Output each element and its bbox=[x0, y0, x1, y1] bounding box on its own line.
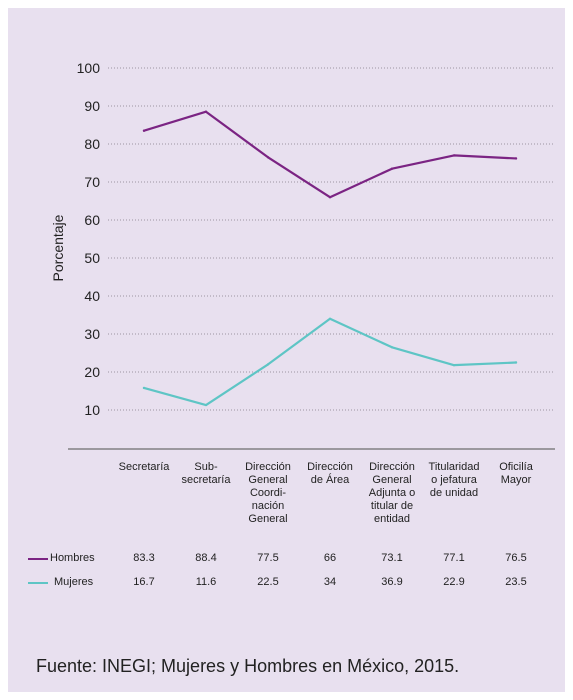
table-cell-mujeres: 22.5 bbox=[257, 576, 279, 588]
table-cell-hombres: 76.5 bbox=[505, 552, 527, 564]
category-label: Dirección General Adjunta o titular de entid… bbox=[368, 461, 416, 525]
legend-swatch-hombres bbox=[28, 558, 48, 560]
data-point-mujeres-4 bbox=[390, 346, 394, 349]
data-point-hombres-0 bbox=[142, 129, 146, 132]
line-chart: 10 20 30 40 50 60 70 80 90 100 Porcentaje bbox=[50, 60, 555, 450]
data-point-hombres-3 bbox=[328, 196, 332, 199]
data-point-hombres-1 bbox=[204, 110, 208, 113]
category-label: Dirección de Área bbox=[307, 461, 353, 486]
table-cell-mujeres: 36.9 bbox=[381, 576, 403, 588]
legend-swatch-mujeres bbox=[28, 582, 48, 584]
table-cell-mujeres: 22.9 bbox=[443, 576, 465, 588]
y-tick-label-30: 30 bbox=[84, 326, 100, 342]
table-cell-mujeres: 23.5 bbox=[505, 576, 527, 588]
data-point-mujeres-1 bbox=[204, 403, 208, 407]
category-label: Sub-secretaría bbox=[181, 461, 231, 486]
chart-panel: 10 20 30 40 50 60 70 80 90 100 Porcentaje Secretar… bbox=[8, 8, 565, 692]
data-point-mujeres-5 bbox=[452, 363, 456, 367]
y-tick-label-40: 40 bbox=[84, 288, 100, 304]
series-line-mujeres bbox=[142, 317, 518, 407]
y-axis-label: Porcentaje bbox=[50, 214, 66, 281]
table-cell-hombres: 77.1 bbox=[443, 552, 465, 564]
category-label: Dirección General Coordi-nación General bbox=[245, 461, 291, 525]
category-label: Titularidad o jefatura de unidad bbox=[428, 461, 480, 499]
table-cell-hombres: 73.1 bbox=[381, 552, 403, 564]
table-cell-hombres: 77.5 bbox=[257, 552, 279, 564]
table-cell-mujeres: 16.7 bbox=[133, 576, 155, 588]
legend-label-mujeres: Mujeres bbox=[54, 576, 94, 588]
y-tick-label-100: 100 bbox=[77, 60, 101, 76]
legend-label-hombres: Hombres bbox=[50, 552, 95, 564]
data-point-hombres-4 bbox=[390, 167, 394, 170]
table-cell-mujeres: 11.6 bbox=[195, 576, 217, 588]
y-tick-label-20: 20 bbox=[84, 364, 100, 380]
data-point-mujeres-0 bbox=[142, 386, 146, 390]
table-cell-mujeres: 34 bbox=[323, 576, 337, 588]
y-tick-label-10: 10 bbox=[84, 402, 100, 418]
table-cell-hombres: 88.4 bbox=[195, 552, 217, 564]
y-tick-label-60: 60 bbox=[84, 212, 100, 228]
table-cell-hombres: 66 bbox=[323, 552, 337, 564]
y-tick-label-80: 80 bbox=[84, 136, 100, 152]
category-label: Secretaría bbox=[118, 461, 170, 473]
data-point-hombres-2 bbox=[266, 156, 270, 159]
data-point-hombres-6 bbox=[514, 157, 518, 160]
data-point-mujeres-2 bbox=[266, 363, 270, 366]
y-tick-label-50: 50 bbox=[84, 250, 100, 266]
series-line-hombres bbox=[142, 110, 518, 199]
data-point-mujeres-6 bbox=[514, 361, 518, 364]
y-tick-label-90: 90 bbox=[84, 98, 100, 114]
table-cell-hombres: 83.3 bbox=[133, 552, 155, 564]
data-point-hombres-5 bbox=[452, 154, 456, 157]
category-label: Oficilía Mayor bbox=[499, 461, 533, 486]
y-tick-label-70: 70 bbox=[84, 174, 100, 190]
data-point-mujeres-3 bbox=[328, 317, 332, 320]
source-note: Fuente: INEGI; Mujeres y Hombres en Méxi… bbox=[36, 656, 460, 676]
